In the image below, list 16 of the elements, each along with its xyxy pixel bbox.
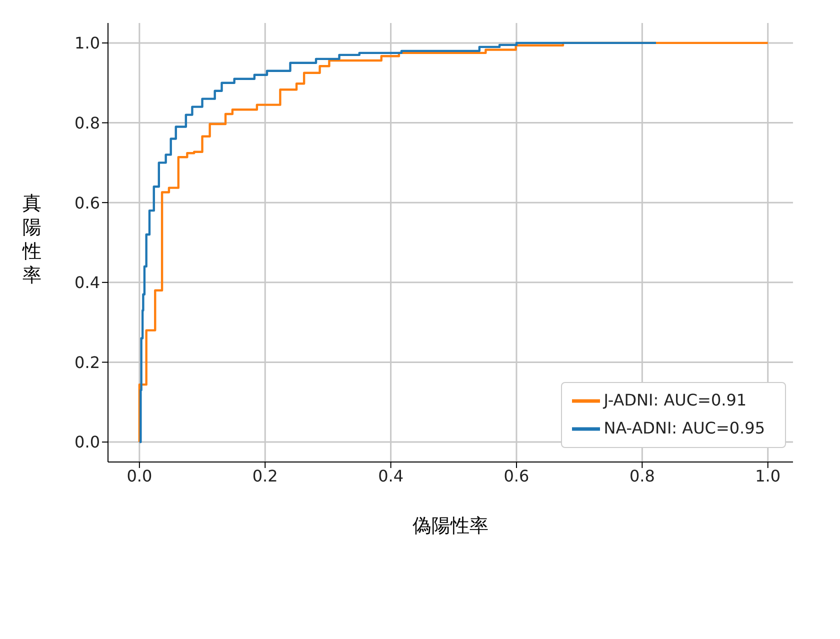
x-tick-label: 0.4 (378, 466, 404, 486)
legend-label: NA-ADNI: AUC=0.95 (604, 418, 765, 438)
legend-label: J-ADNI: AUC=0.91 (604, 390, 747, 410)
y-tick-label: 0.2 (74, 352, 100, 372)
x-tick-label: 1.0 (755, 466, 781, 486)
y-tick-label: 1.0 (74, 34, 100, 53)
y-tick-label: 0.8 (74, 113, 100, 132)
y-tick-label: 0.6 (74, 193, 100, 212)
x-tick-label: 0.6 (504, 466, 530, 486)
y-axis-title: 真陽性率 (22, 192, 42, 286)
y-tick-label: 0.0 (74, 432, 100, 452)
x-tick-label: 0.0 (126, 466, 152, 486)
y-tick-label: 0.4 (74, 273, 100, 292)
x-tick-label: 0.8 (629, 466, 655, 486)
x-axis-title: 偽陽性率 (412, 515, 488, 537)
x-tick-label: 0.2 (252, 466, 278, 486)
